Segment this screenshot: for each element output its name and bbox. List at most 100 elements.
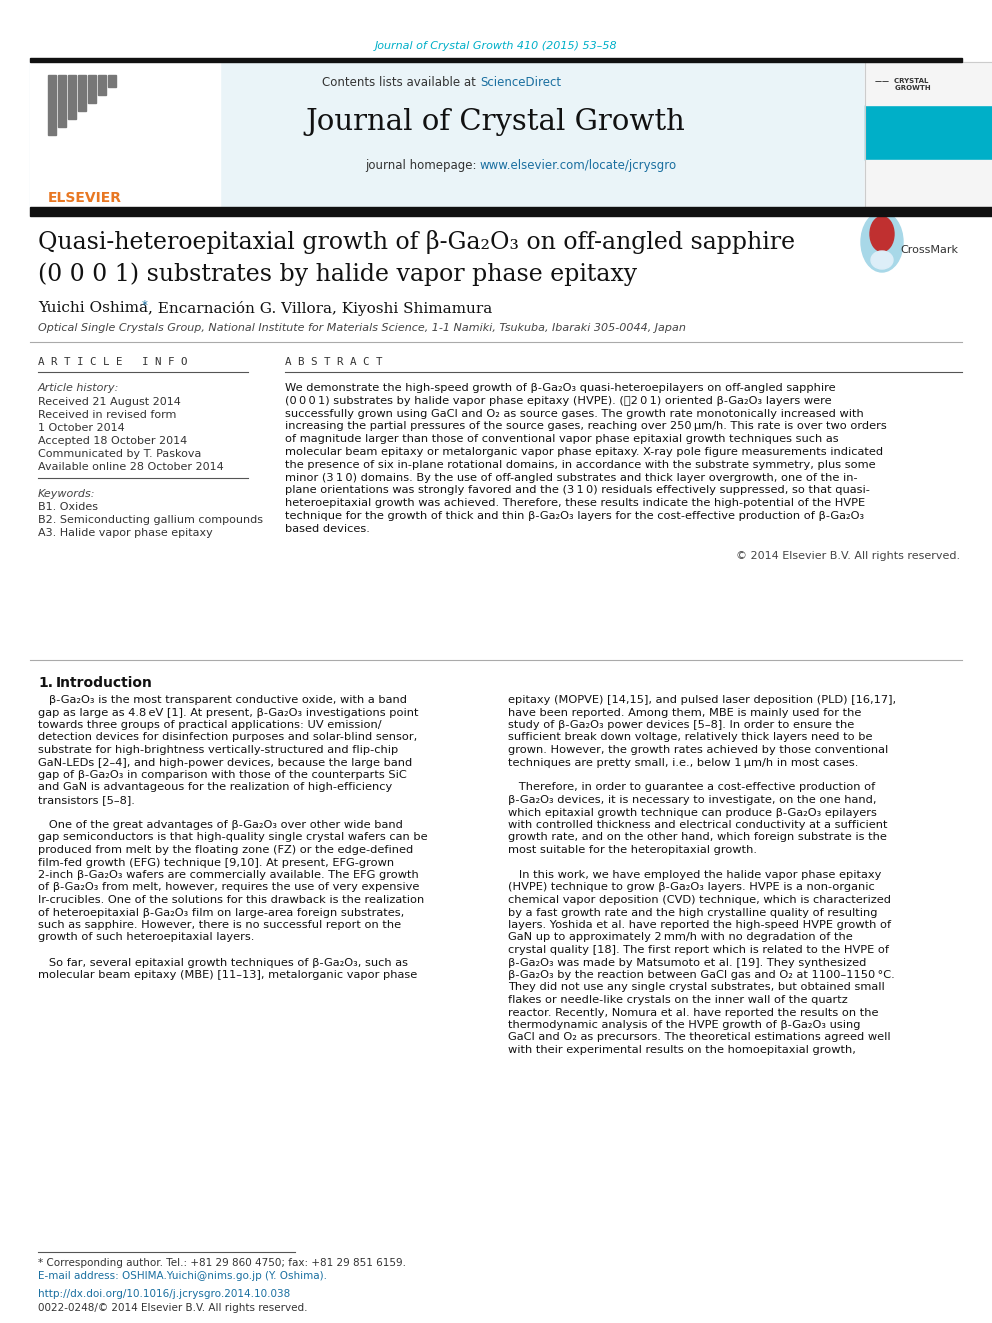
Text: 1.: 1. — [38, 676, 53, 691]
Text: ELSEVIER: ELSEVIER — [48, 191, 122, 205]
Bar — [78, 75, 86, 111]
Text: with controlled thickness and electrical conductivity at a sufficient: with controlled thickness and electrical… — [508, 820, 888, 830]
Text: © 2014 Elsevier B.V. All rights reserved.: © 2014 Elsevier B.V. All rights reserved… — [736, 550, 960, 561]
Text: Optical Single Crystals Group, National Institute for Materials Science, 1-1 Nam: Optical Single Crystals Group, National … — [38, 323, 685, 333]
Text: (0 0 0 1) substrates by halide vapor phase epitaxy: (0 0 0 1) substrates by halide vapor pha… — [38, 262, 637, 286]
Text: A B S T R A C T: A B S T R A C T — [285, 357, 383, 366]
Text: Accepted 18 October 2014: Accepted 18 October 2014 — [38, 437, 187, 446]
Text: β-Ga₂O₃ devices, it is necessary to investigate, on the one hand,: β-Ga₂O₃ devices, it is necessary to inve… — [508, 795, 877, 804]
Text: 1 October 2014: 1 October 2014 — [38, 423, 125, 433]
Bar — [108, 75, 116, 87]
Text: Communicated by T. Paskova: Communicated by T. Paskova — [38, 448, 201, 459]
Text: gap as large as 4.8 eV [1]. At present, β-Ga₂O₃ investigations point: gap as large as 4.8 eV [1]. At present, … — [38, 708, 419, 717]
Bar — [68, 75, 76, 119]
Text: of heteroepitaxial β-Ga₂O₃ film on large-area foreign substrates,: of heteroepitaxial β-Ga₂O₃ film on large… — [38, 908, 405, 917]
Text: So far, several epitaxial growth techniques of β-Ga₂O₃, such as: So far, several epitaxial growth techniq… — [38, 958, 408, 967]
Text: www.elsevier.com/locate/jcrysgro: www.elsevier.com/locate/jcrysgro — [480, 159, 678, 172]
Text: towards three groups of practical applications: UV emission/: towards three groups of practical applic… — [38, 720, 382, 730]
Text: Ir-crucibles. One of the solutions for this drawback is the realization: Ir-crucibles. One of the solutions for t… — [38, 894, 425, 905]
Text: most suitable for the heteropitaxial growth.: most suitable for the heteropitaxial gro… — [508, 845, 757, 855]
Text: Therefore, in order to guarantee a cost-effective production of: Therefore, in order to guarantee a cost-… — [508, 782, 875, 792]
Text: techniques are pretty small, i.e., below 1 μm/h in most cases.: techniques are pretty small, i.e., below… — [508, 758, 858, 767]
Text: of β-Ga₂O₃ from melt, however, requires the use of very expensive: of β-Ga₂O₃ from melt, however, requires … — [38, 882, 420, 893]
Text: flakes or needle-like crystals on the inner wall of the quartz: flakes or needle-like crystals on the in… — [508, 995, 848, 1005]
Text: crystal quality [18]. The first report which is related to the HVPE of: crystal quality [18]. The first report w… — [508, 945, 889, 955]
Text: *: * — [142, 299, 148, 312]
Text: Article history:: Article history: — [38, 382, 119, 393]
Text: CrossMark: CrossMark — [900, 245, 958, 255]
Text: , Encarnación G. Villora, Kiyoshi Shimamura: , Encarnación G. Villora, Kiyoshi Shimam… — [148, 300, 492, 315]
Bar — [865, 62, 992, 105]
Text: have been reported. Among them, MBE is mainly used for the: have been reported. Among them, MBE is m… — [508, 708, 861, 717]
Text: Journal of Crystal Growth: Journal of Crystal Growth — [306, 108, 684, 136]
Text: Quasi-heteroepitaxial growth of β-Ga₂O₃ on off-angled sapphire: Quasi-heteroepitaxial growth of β-Ga₂O₃ … — [38, 230, 796, 254]
Bar — [30, 62, 220, 206]
Text: β-Ga₂O₃ was made by Matsumoto et al. [19]. They synthesized: β-Ga₂O₃ was made by Matsumoto et al. [19… — [508, 958, 866, 967]
Text: chemical vapor deposition (CVD) technique, which is characterized: chemical vapor deposition (CVD) techniqu… — [508, 894, 891, 905]
Text: 0022-0248/© 2014 Elsevier B.V. All rights reserved.: 0022-0248/© 2014 Elsevier B.V. All right… — [38, 1303, 308, 1312]
Text: B1. Oxides: B1. Oxides — [38, 501, 98, 512]
Text: GaN-LEDs [2–4], and high-power devices, because the large band: GaN-LEDs [2–4], and high-power devices, … — [38, 758, 413, 767]
Text: E-mail address: OSHIMA.Yuichi@nims.go.jp (Y. Oshima).: E-mail address: OSHIMA.Yuichi@nims.go.jp… — [38, 1271, 327, 1281]
Text: A3. Halide vapor phase epitaxy: A3. Halide vapor phase epitaxy — [38, 528, 212, 538]
Bar — [865, 105, 992, 160]
Text: Keywords:: Keywords: — [38, 490, 95, 499]
Text: detection devices for disinfection purposes and solar-blind sensor,: detection devices for disinfection purpo… — [38, 733, 418, 742]
Text: transistors [5–8].: transistors [5–8]. — [38, 795, 135, 804]
Text: gap semiconductors is that high-quality single crystal wafers can be: gap semiconductors is that high-quality … — [38, 832, 428, 843]
Text: thermodynamic analysis of the HVPE growth of β-Ga₂O₃ using: thermodynamic analysis of the HVPE growt… — [508, 1020, 860, 1031]
Text: Available online 28 October 2014: Available online 28 October 2014 — [38, 462, 224, 472]
Ellipse shape — [870, 217, 894, 251]
Text: such as sapphire. However, there is no successful report on the: such as sapphire. However, there is no s… — [38, 919, 401, 930]
Bar — [48, 75, 56, 135]
Text: successfully grown using GaCl and O₂ as source gases. The growth rate monotonica: successfully grown using GaCl and O₂ as … — [285, 409, 864, 418]
Text: (0 0 0 1) substrates by halide vapor phase epitaxy (HVPE). (⃕2 0 1) oriented β-G: (0 0 0 1) substrates by halide vapor pha… — [285, 396, 831, 406]
Text: journal homepage:: journal homepage: — [365, 159, 480, 172]
Text: Introduction: Introduction — [56, 676, 153, 691]
Text: by a fast growth rate and the high crystalline quality of resulting: by a fast growth rate and the high cryst… — [508, 908, 878, 917]
Text: gap of β-Ga₂O₃ in comparison with those of the counterparts SiC: gap of β-Ga₂O₃ in comparison with those … — [38, 770, 407, 781]
Text: increasing the partial pressures of the source gases, reaching over 250 μm/h. Th: increasing the partial pressures of the … — [285, 422, 887, 431]
Text: and GaN is advantageous for the realization of high-efficiency: and GaN is advantageous for the realizat… — [38, 782, 392, 792]
Text: http://dx.doi.org/10.1016/j.jcrysgro.2014.10.038: http://dx.doi.org/10.1016/j.jcrysgro.201… — [38, 1289, 291, 1299]
Bar — [865, 62, 992, 206]
Text: Contents lists available at: Contents lists available at — [322, 75, 480, 89]
Text: minor (3 1 0) domains. By the use of off-angled substrates and thick layer overg: minor (3 1 0) domains. By the use of off… — [285, 472, 858, 483]
Text: We demonstrate the high-speed growth of β-Ga₂O₃ quasi-heteroepilayers on off-ang: We demonstrate the high-speed growth of … — [285, 382, 835, 393]
Text: of magnitude larger than those of conventional vapor phase epitaxial growth tech: of magnitude larger than those of conven… — [285, 434, 838, 445]
Text: One of the great advantages of β-Ga₂O₃ over other wide band: One of the great advantages of β-Ga₂O₃ o… — [38, 820, 403, 830]
Text: In this work, we have employed the halide vapor phase epitaxy: In this work, we have employed the halid… — [508, 871, 881, 880]
Text: study of β-Ga₂O₃ power devices [5–8]. In order to ensure the: study of β-Ga₂O₃ power devices [5–8]. In… — [508, 720, 854, 730]
Bar — [58, 75, 66, 127]
Text: technique for the growth of thick and thin β-Ga₂O₃ layers for the cost-effective: technique for the growth of thick and th… — [285, 511, 864, 521]
Bar — [30, 206, 992, 216]
Text: produced from melt by the floating zone (FZ) or the edge-defined: produced from melt by the floating zone … — [38, 845, 414, 855]
Text: Journal of Crystal Growth 410 (2015) 53–58: Journal of Crystal Growth 410 (2015) 53–… — [375, 41, 617, 52]
Ellipse shape — [861, 212, 903, 273]
Text: They did not use any single crystal substrates, but obtained small: They did not use any single crystal subs… — [508, 983, 885, 992]
Text: GaN up to approximately 2 mm/h with no degradation of the: GaN up to approximately 2 mm/h with no d… — [508, 933, 853, 942]
Text: β-Ga₂O₃ is the most transparent conductive oxide, with a band: β-Ga₂O₃ is the most transparent conducti… — [38, 695, 407, 705]
Bar — [98, 75, 106, 95]
Text: * Corresponding author. Tel.: +81 29 860 4750; fax: +81 29 851 6159.: * Corresponding author. Tel.: +81 29 860… — [38, 1258, 406, 1267]
Text: β-Ga₂O₃ by the reaction between GaCl gas and O₂ at 1100–1150 °C.: β-Ga₂O₃ by the reaction between GaCl gas… — [508, 970, 895, 980]
Text: Yuichi Oshima: Yuichi Oshima — [38, 302, 148, 315]
Text: A R T I C L E   I N F O: A R T I C L E I N F O — [38, 357, 187, 366]
Bar — [88, 75, 96, 103]
Text: the presence of six in-plane rotational domains, in accordance with the substrat: the presence of six in-plane rotational … — [285, 460, 876, 470]
Text: ScienceDirect: ScienceDirect — [480, 75, 561, 89]
Text: (HVPE) technique to grow β-Ga₂O₃ layers. HVPE is a non-organic: (HVPE) technique to grow β-Ga₂O₃ layers.… — [508, 882, 875, 893]
Text: based devices.: based devices. — [285, 524, 370, 533]
Text: molecular beam epitaxy (MBE) [11–13], metalorganic vapor phase: molecular beam epitaxy (MBE) [11–13], me… — [38, 970, 418, 980]
Bar — [30, 62, 865, 206]
Text: sufficient break down voltage, relatively thick layers need to be: sufficient break down voltage, relativel… — [508, 733, 873, 742]
Text: 2-inch β-Ga₂O₃ wafers are commercially available. The EFG growth: 2-inch β-Ga₂O₃ wafers are commercially a… — [38, 871, 419, 880]
Text: B2. Semiconducting gallium compounds: B2. Semiconducting gallium compounds — [38, 515, 263, 525]
Text: layers. Yoshida et al. have reported the high-speed HVPE growth of: layers. Yoshida et al. have reported the… — [508, 919, 891, 930]
Text: epitaxy (MOPVE) [14,15], and pulsed laser deposition (PLD) [16,17],: epitaxy (MOPVE) [14,15], and pulsed lase… — [508, 695, 896, 705]
Text: GaCl and O₂ as precursors. The theoretical estimations agreed well: GaCl and O₂ as precursors. The theoretic… — [508, 1032, 891, 1043]
Text: molecular beam epitaxy or metalorganic vapor phase epitaxy. X-ray pole figure me: molecular beam epitaxy or metalorganic v… — [285, 447, 883, 456]
Text: substrate for high-brightness vertically-structured and flip-chip: substrate for high-brightness vertically… — [38, 745, 398, 755]
Text: grown. However, the growth rates achieved by those conventional: grown. However, the growth rates achieve… — [508, 745, 888, 755]
Text: heteroepitaxial growth was achieved. Therefore, these results indicate the high-: heteroepitaxial growth was achieved. The… — [285, 499, 865, 508]
